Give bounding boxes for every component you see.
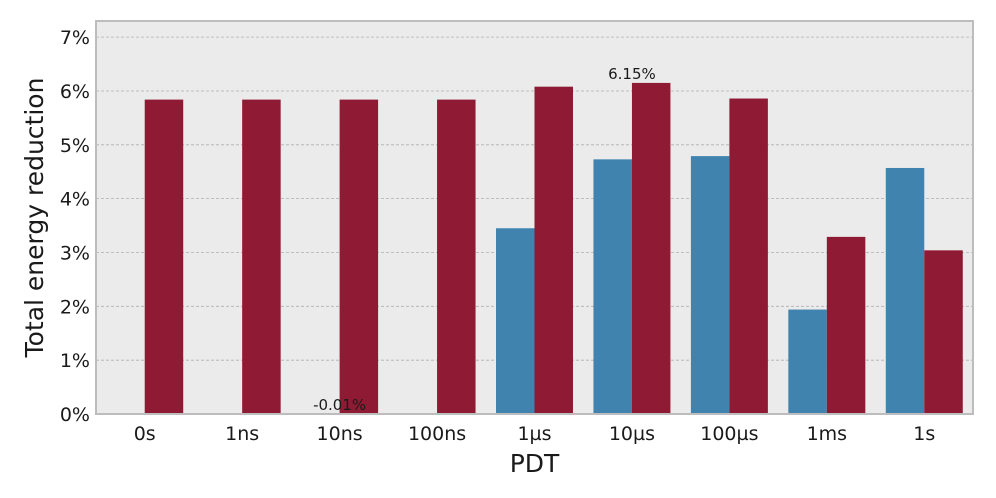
- x-tick-label: 10ns: [317, 423, 363, 445]
- x-tick-label: 1s: [913, 423, 935, 445]
- bar-series-2-4: [534, 86, 573, 415]
- x-tick-label: 100ns: [408, 423, 466, 445]
- y-tick-label: 2%: [60, 296, 90, 318]
- bar-series-2-0: [144, 99, 184, 414]
- bar-series-2-7: [826, 236, 866, 414]
- x-tick-label: 1ns: [225, 423, 259, 445]
- x-axis-title: PDT: [510, 449, 560, 478]
- y-tick-label: 0%: [60, 404, 90, 426]
- data-label: -0.01%: [313, 396, 366, 414]
- y-tick-label: 6%: [60, 81, 90, 103]
- x-tick-label: 0s: [134, 423, 156, 445]
- bar-series-2-8: [924, 250, 963, 414]
- bar-series-1-6: [690, 156, 730, 415]
- x-axis-ticks: 0s 1ns 10ns 100ns 1µs 10µs 100µs 1ms 1s: [134, 423, 936, 445]
- y-tick-label: 4%: [60, 189, 90, 211]
- x-tick-label: 10µs: [609, 423, 655, 445]
- bar-series-2-5: [631, 82, 671, 415]
- bar-series-2-1: [242, 99, 281, 414]
- y-tick-label: 1%: [60, 350, 90, 372]
- bar-series-1-7: [788, 309, 827, 414]
- bars: [144, 82, 963, 415]
- bar-series-2-3: [437, 99, 476, 414]
- x-tick-label: 1µs: [517, 423, 551, 445]
- plot-frame: [95, 20, 974, 415]
- y-tick-label: 7%: [60, 27, 90, 49]
- y-axis-ticks: 0% 1% 2% 3% 4% 5% 6% 7%: [60, 27, 90, 426]
- y-tick-label: 5%: [60, 135, 90, 157]
- x-tick-label: 1ms: [807, 423, 848, 445]
- y-tick-label: 3%: [60, 242, 90, 264]
- y-axis-title: Total energy reduction: [20, 78, 49, 359]
- bar-series-1-4: [496, 228, 535, 414]
- bar-series-2-6: [729, 98, 768, 414]
- data-label: 6.15%: [608, 65, 656, 83]
- bar-series-1-5: [593, 159, 632, 414]
- annotations: -0.01% 6.15%: [313, 65, 656, 414]
- bar-series-1-8: [885, 167, 925, 414]
- bar-series-2-2: [339, 99, 379, 414]
- x-tick-label: 100µs: [700, 423, 758, 445]
